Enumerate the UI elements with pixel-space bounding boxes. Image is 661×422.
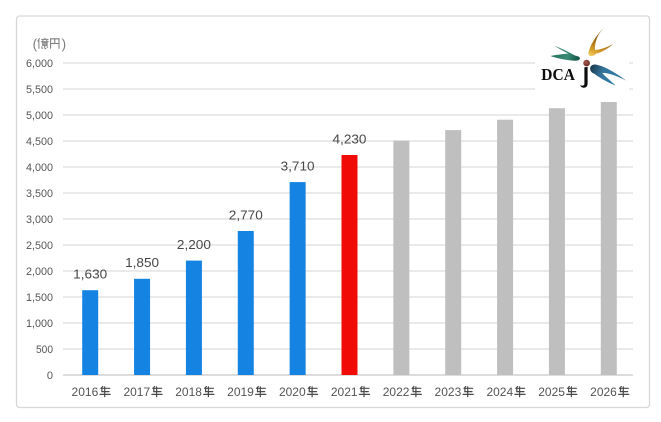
svg-text:2022: 2022 [383,385,410,399]
svg-text:(: ( [33,36,38,51]
svg-text:2018: 2018 [175,385,202,399]
svg-text:3,000: 3,000 [26,214,53,226]
svg-text:2025: 2025 [538,385,565,399]
svg-text:2026: 2026 [590,385,617,399]
svg-text:3,710: 3,710 [281,159,315,174]
svg-text:1,500: 1,500 [26,292,53,304]
svg-text:4,000: 4,000 [26,162,53,174]
svg-text:): ) [62,36,67,51]
svg-text:3,500: 3,500 [26,188,53,200]
svg-text:4,230: 4,230 [333,131,367,146]
svg-text:2019: 2019 [227,385,254,399]
svg-text:2,500: 2,500 [26,240,53,252]
svg-text:5,000: 5,000 [26,110,53,122]
svg-text:1,850: 1,850 [125,255,159,270]
svg-text:2024: 2024 [486,385,513,399]
svg-text:2017: 2017 [123,385,150,399]
svg-text:2016: 2016 [72,385,99,399]
svg-text:1,000: 1,000 [26,318,53,330]
svg-text:1,630: 1,630 [73,267,107,282]
svg-text:2,770: 2,770 [229,207,263,222]
svg-text:5,500: 5,500 [26,84,53,96]
svg-text:2,000: 2,000 [26,266,53,278]
svg-text:2021: 2021 [331,385,358,399]
svg-text:500: 500 [36,344,53,356]
svg-text:DCA: DCA [541,65,575,84]
svg-text:6,000: 6,000 [26,58,53,70]
svg-text:2020: 2020 [279,385,306,399]
svg-text:2023: 2023 [435,385,462,399]
svg-text:4,500: 4,500 [26,136,53,148]
svg-text:2,200: 2,200 [177,237,211,252]
svg-text:0: 0 [47,370,53,382]
